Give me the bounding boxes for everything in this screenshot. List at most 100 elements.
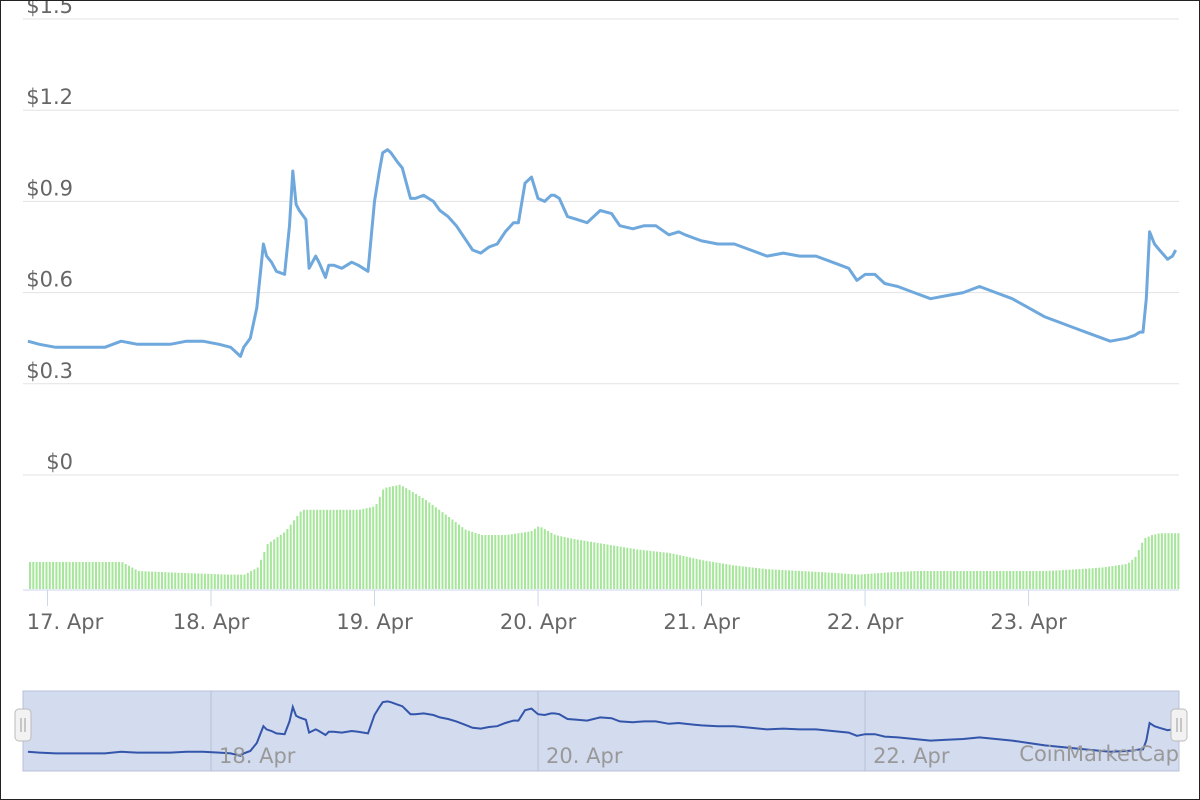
volume-bar [626, 547, 629, 589]
volume-bar [880, 572, 883, 589]
volume-bar [547, 530, 550, 589]
volume-bar [35, 562, 38, 589]
volume-bar [623, 547, 625, 589]
volume-bar [434, 507, 437, 589]
volume-bar [1025, 571, 1028, 589]
volume-bar [533, 528, 536, 589]
volume-bar [689, 557, 691, 589]
volume-bar [893, 572, 896, 589]
volume-bar [791, 570, 794, 589]
x-tick-label: 19. Apr [336, 610, 413, 634]
volume-bar [926, 571, 929, 589]
volume-bar [256, 567, 259, 589]
volume-bar [481, 535, 484, 589]
navigator-handle-right[interactable] [1170, 708, 1188, 742]
volume-bar [332, 509, 335, 589]
volume-bar [134, 569, 137, 589]
volume-bar [1157, 533, 1160, 589]
volume-bar [184, 573, 187, 589]
volume-bar [339, 509, 342, 589]
volume-bar [959, 571, 962, 589]
volume-bar [464, 529, 467, 589]
volume-bar [514, 533, 517, 589]
volume-bar [177, 572, 180, 589]
volume-bar [316, 509, 319, 589]
volume-bar [939, 571, 942, 589]
y-tick-label: $1.2 [26, 85, 73, 109]
volume-bar [500, 535, 503, 589]
volume-bar [431, 504, 434, 589]
volume-bar [1045, 570, 1048, 589]
volume-bar [1065, 569, 1068, 589]
volume-bar [411, 492, 414, 589]
volume-bar [137, 571, 140, 589]
volume-bar [801, 571, 804, 589]
volume-bar [1055, 570, 1058, 589]
navigator-handle-left[interactable] [14, 708, 32, 742]
volume-bar [659, 551, 662, 589]
volume-bar [118, 562, 121, 589]
x-axis: 17. Apr 18. Apr 19. Apr 20. Apr 21. Apr 22. A… [23, 589, 1179, 634]
volume-bar [995, 571, 998, 589]
volume-bar [217, 574, 220, 589]
volume-bar [355, 509, 358, 589]
volume-bar [943, 571, 946, 589]
volume-bar [593, 542, 596, 589]
volume-bar [794, 570, 797, 589]
volume-bar [821, 572, 823, 589]
navigator[interactable]: 18. Apr 20. Apr 22. Apr [14, 690, 1188, 772]
volume-bar [982, 571, 985, 589]
volume-bar [85, 562, 88, 589]
volume-bar [1137, 550, 1140, 589]
volume-bar [329, 509, 332, 589]
volume-bar [903, 571, 906, 589]
volume-bar [933, 571, 936, 589]
volume-bar [306, 509, 309, 589]
volume-bar [312, 509, 315, 589]
volume-bar [415, 494, 418, 589]
volume-bar [266, 544, 269, 589]
volume-bar [616, 546, 619, 589]
volume-bar [441, 512, 444, 589]
volume-bar [705, 560, 708, 589]
volume-bar [213, 574, 216, 589]
volume-bar [837, 573, 840, 589]
volume-bar [461, 527, 464, 589]
volume-bar [378, 496, 381, 589]
volume-bar [392, 486, 394, 589]
volume-bar [345, 509, 348, 589]
volume-bar [507, 534, 510, 589]
volume-bar [260, 559, 262, 589]
volume-bar [425, 500, 427, 589]
volume-bar [104, 562, 107, 589]
volume-bar [1147, 536, 1150, 589]
credit-label[interactable]: CoinMarketCap [1019, 742, 1179, 766]
x-tick-label: 21. Apr [663, 610, 740, 634]
volume-bar [1118, 565, 1120, 589]
volume-bars [29, 484, 1180, 589]
volume-bar [639, 549, 642, 589]
volume-bar [896, 571, 899, 589]
volume-bar [781, 569, 784, 589]
volume-bar [586, 541, 589, 589]
volume-bar [920, 571, 922, 589]
volume-bar [827, 572, 830, 589]
volume-bar [778, 569, 781, 589]
volume-bar [953, 571, 955, 589]
volume-bar [741, 566, 744, 589]
volume-bar [210, 573, 213, 589]
volume-bar [151, 571, 154, 589]
navigator-label: 20. Apr [546, 744, 623, 768]
volume-bar [830, 572, 833, 589]
volume-bar [718, 563, 721, 589]
volume-bar [557, 535, 559, 589]
volume-bar [672, 553, 675, 589]
volume-bar [1088, 568, 1091, 589]
volume-bar [923, 571, 926, 589]
volume-bar [147, 571, 150, 589]
volume-bar [349, 509, 352, 589]
volume-bar [1035, 571, 1038, 589]
volume-bar [863, 574, 866, 589]
volume-bar [712, 561, 715, 589]
